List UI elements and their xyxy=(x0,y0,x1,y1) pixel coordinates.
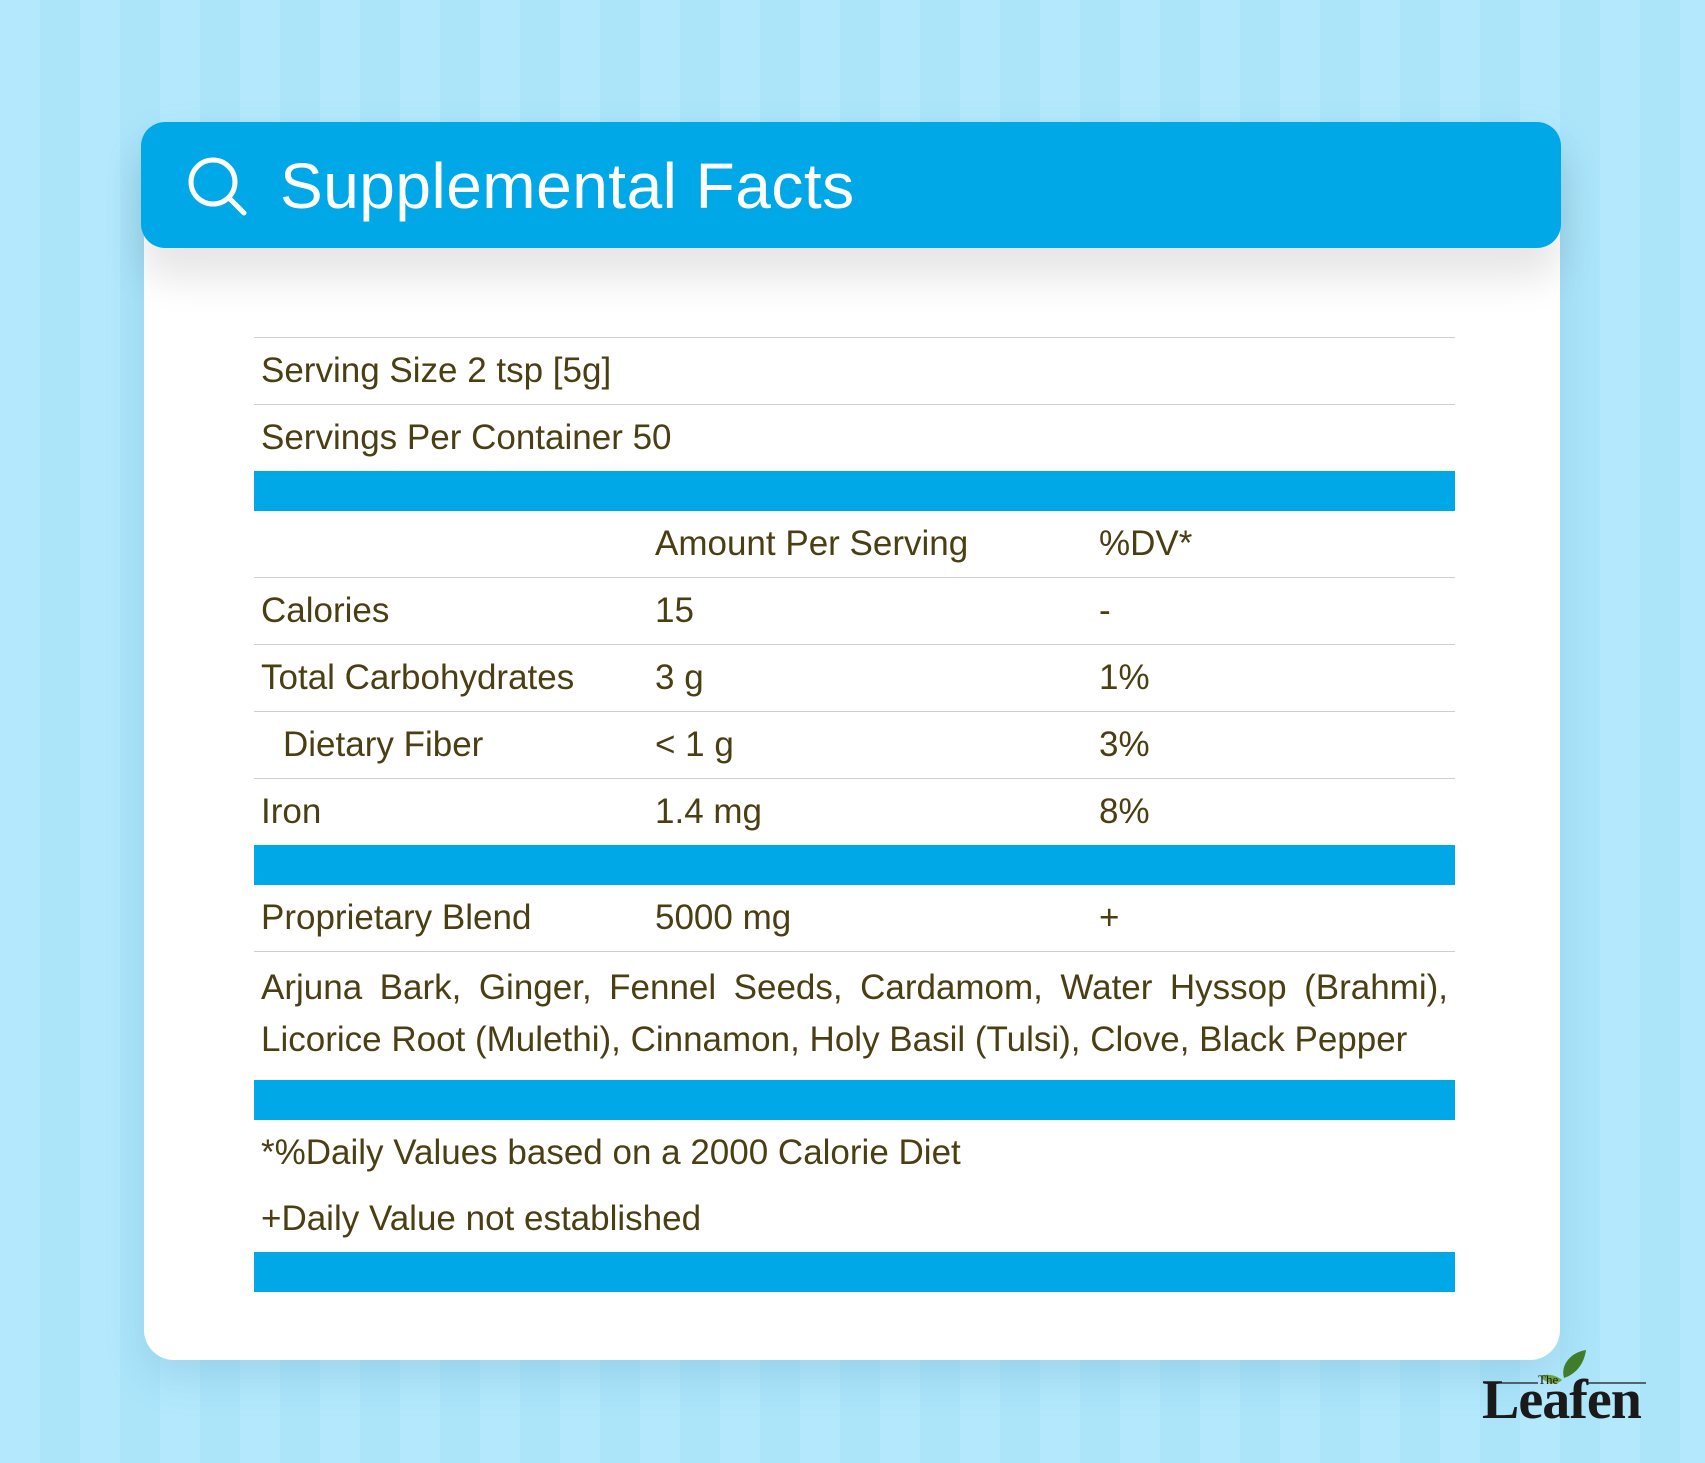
table-row: Dietary Fiber < 1 g 3% xyxy=(254,711,1455,778)
nutrient-name: Iron xyxy=(261,792,322,831)
facts-card xyxy=(144,122,1560,1360)
search-icon[interactable] xyxy=(186,155,250,224)
blend-amount: 5000 mg xyxy=(655,898,792,937)
logo-wordmark: Leafen xyxy=(1482,1369,1642,1431)
nutrient-amount: 15 xyxy=(655,591,694,630)
leaf-icon xyxy=(1484,1350,1646,1384)
header-bar xyxy=(141,122,1561,248)
nutrient-name: Dietary Fiber xyxy=(283,725,484,764)
divider-bar xyxy=(254,845,1455,885)
page-title: Supplemental Facts xyxy=(280,150,855,222)
nutrient-dv: - xyxy=(1099,591,1111,630)
footnote-row: +Daily Value not established xyxy=(254,1186,1455,1252)
logo-the: The xyxy=(1538,1372,1559,1387)
footnote-dv-basis: *%Daily Values based on a 2000 Calorie D… xyxy=(261,1133,961,1172)
nutrient-dv: 8% xyxy=(1099,792,1150,831)
table-row: Calories 15 - xyxy=(254,577,1455,644)
serving-size-row: Serving Size 2 tsp [5g] xyxy=(254,337,1455,404)
ingredients-list: Arjuna Bark, Ginger, Fennel Seeds, Carda… xyxy=(254,951,1455,1080)
divider-bar xyxy=(254,1252,1455,1292)
blend-dv: + xyxy=(1099,898,1120,937)
dv-column-header: %DV* xyxy=(1099,524,1193,563)
nutrient-dv: 1% xyxy=(1099,658,1150,697)
divider-bar xyxy=(254,1080,1455,1120)
nutrient-name: Calories xyxy=(261,591,390,630)
divider-bar xyxy=(254,471,1455,511)
nutrient-dv: 3% xyxy=(1099,725,1150,764)
servings-per-container-row: Servings Per Container 50 xyxy=(254,404,1455,471)
table-row: Total Carbohydrates 3 g 1% xyxy=(254,644,1455,711)
servings-per-container: Servings Per Container 50 xyxy=(261,418,672,457)
facts-table: Serving Size 2 tsp [5g] Servings Per Con… xyxy=(254,337,1455,1292)
column-header-row: Amount Per Serving %DV* xyxy=(254,511,1455,577)
footnote-not-established: +Daily Value not established xyxy=(261,1199,702,1238)
table-row: Iron 1.4 mg 8% xyxy=(254,778,1455,845)
nutrient-name: Total Carbohydrates xyxy=(261,658,575,697)
footnote-row: *%Daily Values based on a 2000 Calorie D… xyxy=(254,1120,1455,1186)
nutrient-amount: 3 g xyxy=(655,658,704,697)
nutrient-amount: < 1 g xyxy=(655,725,734,764)
serving-size: Serving Size 2 tsp [5g] xyxy=(261,351,612,390)
blend-name: Proprietary Blend xyxy=(261,898,532,937)
amount-column-header: Amount Per Serving xyxy=(655,524,969,563)
nutrient-amount: 1.4 mg xyxy=(655,792,762,831)
blend-row: Proprietary Blend 5000 mg + xyxy=(254,885,1455,951)
